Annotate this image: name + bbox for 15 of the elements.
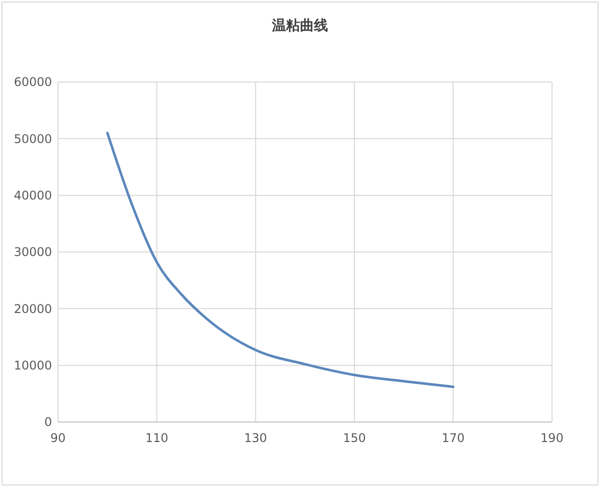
y-tick-label: 40000 — [14, 188, 52, 203]
x-tick-label: 130 — [244, 431, 268, 445]
y-tick-label: 20000 — [14, 302, 52, 316]
y-tick-label: 60000 — [14, 75, 52, 90]
y-tick-label: 10000 — [14, 358, 52, 373]
y-tick-label: 30000 — [14, 245, 52, 260]
x-tick-label: 190 — [540, 431, 564, 445]
x-tick-label: 150 — [342, 431, 366, 445]
y-tick-label: 0 — [44, 415, 52, 430]
y-tick-label: 50000 — [14, 132, 52, 146]
line-series — [106, 132, 454, 388]
x-tick-label: 170 — [442, 431, 465, 445]
x-tick-label: 110 — [145, 431, 168, 445]
chart-title: 温粘曲线 — [271, 18, 328, 34]
x-tick-label: 90 — [50, 431, 66, 445]
